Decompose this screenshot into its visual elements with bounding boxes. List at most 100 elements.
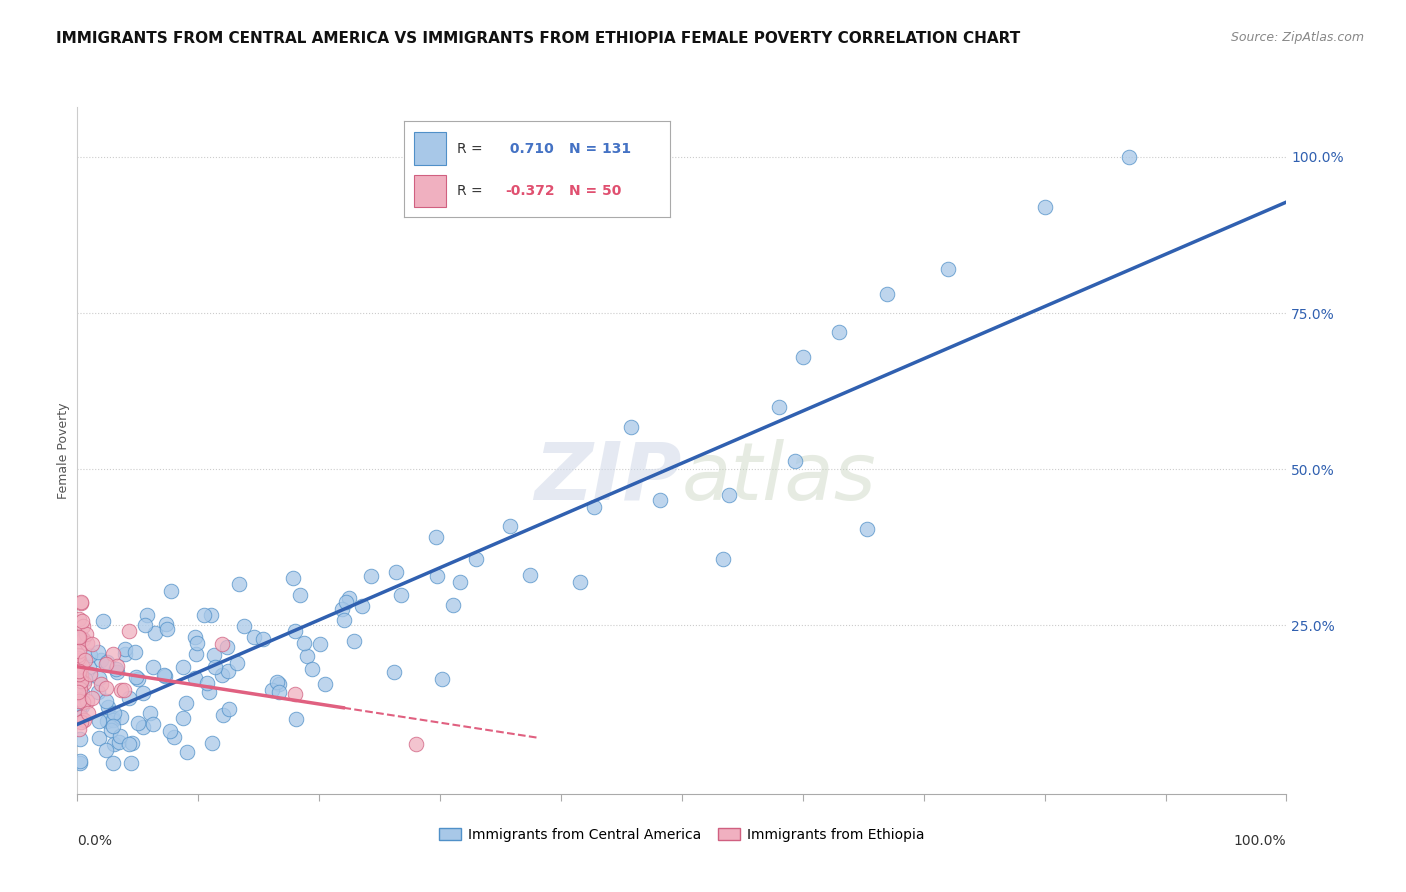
Point [125,670,148,684]
Point [76,636,98,650]
Point [620,420,643,434]
Text: atlas: atlas [682,439,877,517]
Point [67,722,90,736]
Point [91,614,114,628]
Point [174,696,197,710]
Point [66,662,89,676]
Point [73,676,96,690]
Point [159,724,181,739]
Point [101,647,124,661]
Point [143,626,166,640]
Point [69,674,91,689]
Point [267,685,290,699]
Point [70,595,93,609]
Point [105,665,128,679]
Point [77,660,100,674]
Point [193,607,215,622]
Point [110,683,132,698]
Point [139,706,162,720]
Point [252,632,274,647]
Point [464,551,486,566]
Point [156,622,179,636]
Point [67,651,90,665]
Point [70,671,93,685]
Point [292,636,315,650]
Point [72,632,94,646]
Point [96,655,118,669]
Point [202,648,225,662]
Point [75,673,97,687]
Point [70,710,93,724]
Point [72,695,94,709]
Point [153,669,176,683]
Point [114,641,136,656]
Point [217,640,239,654]
Point [876,287,898,301]
Point [87,644,110,658]
Point [1118,150,1140,164]
Point [583,500,606,515]
Point [499,519,522,533]
Point [110,709,132,723]
Point [350,599,373,613]
Point [127,673,149,687]
Point [284,624,307,638]
Point [127,716,149,731]
Point [936,262,959,277]
Point [425,530,447,544]
Point [104,662,127,676]
Point [69,731,91,746]
Point [225,656,247,670]
Point [288,588,311,602]
Point [69,756,91,770]
Point [384,566,406,580]
Point [217,665,239,679]
Point [121,736,143,750]
Point [87,671,110,685]
Point [70,698,93,713]
Text: ZIP: ZIP [534,439,682,517]
Point [73,713,96,727]
Point [118,737,141,751]
Point [96,681,118,695]
Point [103,706,125,721]
Point [441,598,464,612]
Point [73,653,96,667]
Point [135,607,157,622]
Point [200,608,222,623]
Point [87,685,110,699]
Point [343,634,366,648]
Point [1033,200,1056,214]
Point [103,713,125,727]
Point [295,649,318,664]
Point [100,723,122,737]
Point [195,675,218,690]
Point [66,691,89,706]
Point [79,648,101,663]
Point [90,677,112,691]
Point [426,568,449,582]
Point [142,716,165,731]
Point [176,745,198,759]
Point [212,708,235,723]
Point [96,694,118,708]
Point [389,588,412,602]
Point [284,687,307,701]
Point [718,488,741,502]
Point [405,737,427,751]
Point [67,648,90,662]
Point [332,613,354,627]
Point [70,659,93,673]
Point [120,756,142,770]
Text: Source: ZipAtlas.com: Source: ZipAtlas.com [1230,31,1364,45]
Point [67,630,90,644]
Point [792,350,814,364]
Point [94,743,117,757]
Point [266,675,288,690]
Point [108,729,131,743]
Point [568,574,591,589]
Point [432,672,454,686]
Point [70,714,93,729]
Point [339,591,361,605]
Point [69,631,91,645]
